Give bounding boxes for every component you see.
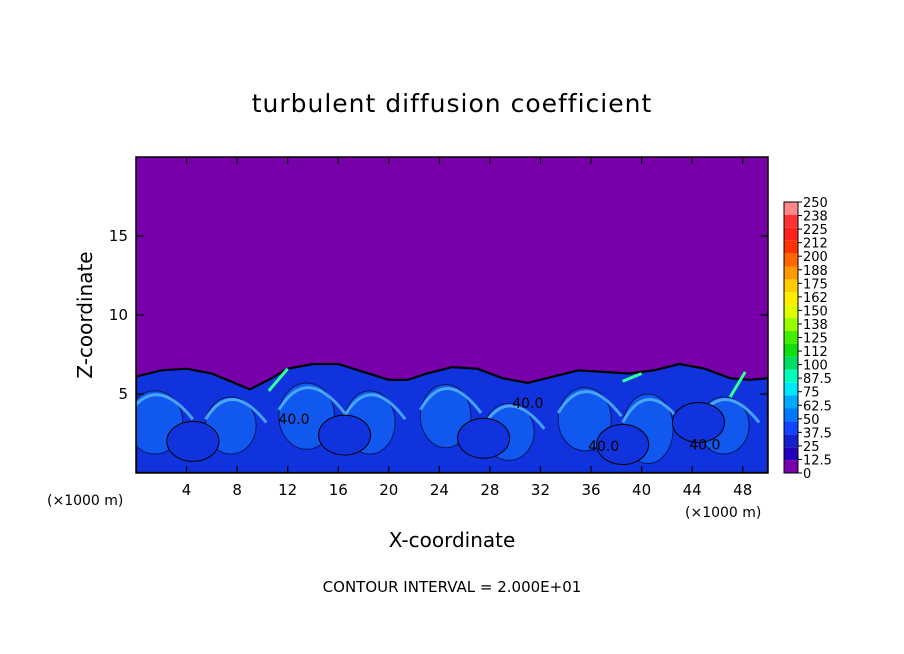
colorbar-swatch <box>784 305 798 319</box>
colorbar-tick-label: 238 <box>803 210 828 225</box>
eddy <box>557 387 612 452</box>
x-tick-label: 40 <box>632 481 651 499</box>
colorbar-swatch <box>784 434 798 448</box>
x-unit-right: (×1000 m) <box>685 505 761 521</box>
x-tick-label: 20 <box>379 481 398 499</box>
x-tick-label: 12 <box>278 481 297 499</box>
x-axis-label: X-coordinate <box>389 528 516 552</box>
eddy-core <box>671 401 725 443</box>
colorbar-swatch <box>784 408 798 422</box>
colorbar-tick-label: 100 <box>803 359 828 374</box>
eddy-swirl <box>277 386 346 414</box>
colorbar-swatch <box>784 382 798 396</box>
colorbar-swatch <box>784 214 798 228</box>
colorbar-tick-label: 37.5 <box>803 426 832 441</box>
eddy-core <box>318 414 372 456</box>
colorbar-swatch <box>784 279 798 293</box>
colorbar-tick-label: 250 <box>803 196 828 211</box>
x-tick-label: 4 <box>182 481 192 499</box>
colorbar-tick-label: 188 <box>803 264 828 279</box>
colorbar-tick-label: 150 <box>803 304 828 319</box>
colorbar-tick-label: 175 <box>803 277 828 292</box>
colorbar-swatch <box>784 460 798 473</box>
x-axis-ticks: 4 8 12 16 20 24 28 32 36 40 44 48 <box>182 157 752 499</box>
contour-interval-note: CONTOUR INTERVAL = 2.000E+01 <box>323 578 582 596</box>
boundary-layer <box>136 362 768 473</box>
colorbar-swatch <box>784 369 798 383</box>
chart-title: turbulent diffusion coefficient <box>252 89 653 118</box>
y-tick-label: 10 <box>109 306 128 324</box>
x-tick-label: 16 <box>329 481 348 499</box>
colorbar-swatch <box>784 253 798 267</box>
colorbar-swatch <box>784 447 798 461</box>
colorbar-swatch <box>784 227 798 241</box>
colorbar-swatch <box>784 356 798 370</box>
y-axis-label: Z-coordinate <box>73 251 97 378</box>
eddy-swirl <box>343 393 407 421</box>
colorbar-tick-label: 125 <box>803 332 828 347</box>
x-tick-label: 36 <box>581 481 600 499</box>
filament <box>267 367 289 392</box>
eddy-swirl <box>556 390 623 418</box>
colorbar-tick-label: 12.5 <box>803 453 832 468</box>
colorbar-swatch <box>784 266 798 280</box>
colorbar-tick-label: 50 <box>803 413 820 428</box>
eddy-core <box>596 424 650 466</box>
colorbar-swatch <box>784 202 798 215</box>
y-tick-label: 15 <box>109 227 128 245</box>
colorbar-tick-label: 162 <box>803 291 828 306</box>
colorbar-swatch <box>784 395 798 409</box>
contour-label: 40.0 <box>689 437 720 453</box>
filament <box>622 372 643 383</box>
y-axis-ticks: 5 10 15 <box>109 227 768 403</box>
x-tick-label: 44 <box>683 481 702 499</box>
contour-label: 40.0 <box>278 412 309 428</box>
colorbar-tick-label: 212 <box>803 237 828 252</box>
colorbar-tick-label: 75 <box>803 386 820 401</box>
colorbar-swatch <box>784 292 798 306</box>
eddy-swirl <box>136 393 195 421</box>
x-tick-label: 48 <box>733 481 752 499</box>
filament <box>728 371 747 398</box>
x-tick-label: 28 <box>480 481 499 499</box>
colorbar-tick-label: 112 <box>803 345 828 360</box>
colorbar-swatch <box>784 318 798 332</box>
colorbar-tick-label: 0 <box>803 467 811 482</box>
contour-label: 40.0 <box>512 396 543 412</box>
colorbar-swatch <box>784 421 798 435</box>
colorbar-tick-label: 25 <box>803 440 820 455</box>
contour-labels: 40.0 40.0 40.0 40.0 <box>278 396 720 455</box>
colorbar: 2502382252122001881751621501381251121008… <box>783 196 832 482</box>
x-tick-label: 32 <box>531 481 550 499</box>
colorbar-swatch <box>784 343 798 357</box>
x-tick-label: 24 <box>430 481 449 499</box>
contour-label: 40.0 <box>588 439 619 455</box>
colorbar-tick-label: 62.5 <box>803 399 832 414</box>
colorbar-tick-label: 200 <box>803 250 828 265</box>
eddy-swirl <box>419 386 483 414</box>
x-unit-left: (×1000 m) <box>47 493 123 509</box>
x-tick-label: 8 <box>232 481 242 499</box>
eddy-core <box>166 420 220 462</box>
colorbar-tick-label: 87.5 <box>803 372 832 387</box>
eddy-core <box>457 417 511 459</box>
plot-area: 40.0 40.0 40.0 40.0 <box>135 156 769 474</box>
eddy-swirl <box>204 398 268 424</box>
colorbar-swatch <box>784 331 798 344</box>
y-tick-label: 5 <box>118 385 128 403</box>
colorbar-tick-label: 138 <box>803 318 828 333</box>
colorbar-tick-label: 225 <box>803 223 828 238</box>
colorbar-swatch <box>784 240 798 254</box>
